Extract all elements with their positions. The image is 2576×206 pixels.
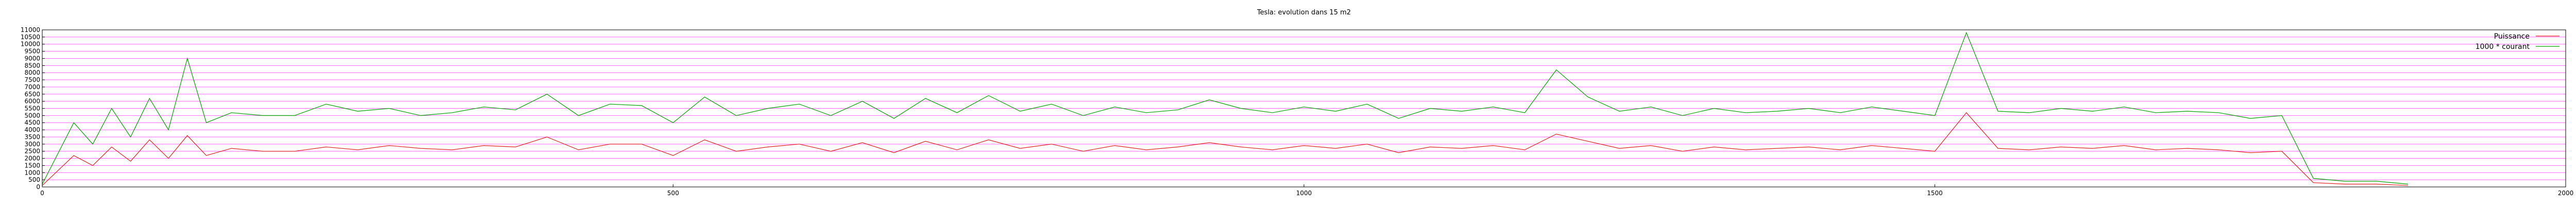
axis-ticks: 0500100015002000250030003500400045005000… bbox=[21, 26, 2573, 197]
series-lines bbox=[42, 31, 2408, 186]
y-tick-label: 2000 bbox=[24, 155, 40, 162]
y-tick-label: 10000 bbox=[21, 41, 40, 48]
y-tick-label: 7500 bbox=[24, 76, 40, 83]
x-tick-label: 500 bbox=[667, 190, 679, 197]
y-tick-label: 11000 bbox=[21, 26, 40, 33]
x-tick-label: 1500 bbox=[1927, 190, 1943, 197]
legend-label: Puissance bbox=[2494, 32, 2530, 41]
y-tick-label: 8000 bbox=[24, 69, 40, 76]
x-tick-label: 1000 bbox=[1296, 190, 1312, 197]
x-tick-label: 2000 bbox=[2558, 190, 2574, 197]
y-tick-label: 9000 bbox=[24, 55, 40, 62]
y-tick-label: 3000 bbox=[24, 141, 40, 148]
y-tick-label: 4500 bbox=[24, 119, 40, 126]
y-tick-label: 1500 bbox=[24, 162, 40, 169]
legend-label: 1000 * courant bbox=[2476, 43, 2530, 51]
y-tick-label: 2500 bbox=[24, 148, 40, 155]
y-tick-label: 6500 bbox=[24, 91, 40, 98]
y-tick-label: 5000 bbox=[24, 112, 40, 119]
series-line-0 bbox=[42, 112, 2408, 186]
chart-title: Tesla: evolution dans 15 m2 bbox=[1257, 9, 1351, 16]
legend: Puissance 1000 * courant bbox=[2476, 32, 2560, 51]
y-tick-label: 5500 bbox=[24, 105, 40, 112]
y-tick-label: 6000 bbox=[24, 98, 40, 105]
series-line-1 bbox=[42, 31, 2408, 185]
y-tick-label: 500 bbox=[28, 176, 40, 183]
y-tick-label: 10500 bbox=[21, 33, 40, 41]
y-tick-label: 0 bbox=[36, 183, 40, 191]
y-tick-label: 9500 bbox=[24, 48, 40, 55]
y-tick-label: 3500 bbox=[24, 133, 40, 141]
y-tick-label: 4000 bbox=[24, 126, 40, 133]
y-tick-label: 1000 bbox=[24, 169, 40, 176]
y-tick-label: 8500 bbox=[24, 62, 40, 69]
x-tick-label: 0 bbox=[40, 190, 44, 197]
y-tick-label: 7000 bbox=[24, 83, 40, 91]
